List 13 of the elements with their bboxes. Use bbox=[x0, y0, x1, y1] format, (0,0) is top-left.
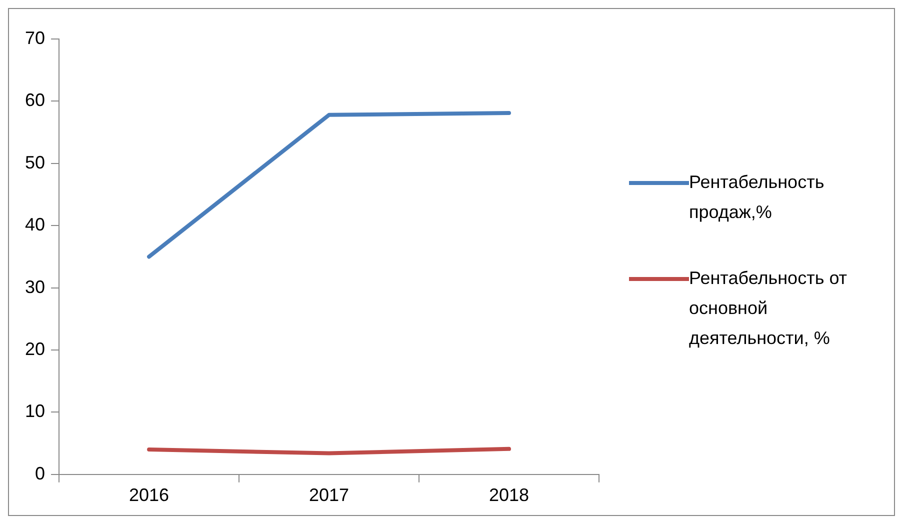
legend-label: Рентабельность продаж,% bbox=[689, 171, 826, 224]
y-tick-label: 60 bbox=[24, 90, 46, 110]
x-tick-label: 2018 bbox=[488, 485, 530, 506]
x-tick-label: 2017 bbox=[308, 485, 350, 506]
y-tick-label: 20 bbox=[24, 338, 46, 359]
x-tick-label: 2016 bbox=[128, 485, 170, 506]
y-tick-label: 40 bbox=[24, 214, 46, 235]
y-tick-label: 50 bbox=[24, 152, 46, 172]
y-tick-label: 0 bbox=[35, 463, 46, 484]
y-tick-label: 10 bbox=[24, 401, 46, 422]
legend-label: Рентабельность от основной деятельности, % bbox=[689, 267, 848, 350]
y-tick-label: 30 bbox=[24, 276, 46, 297]
y-tick-label: 70 bbox=[24, 28, 46, 48]
